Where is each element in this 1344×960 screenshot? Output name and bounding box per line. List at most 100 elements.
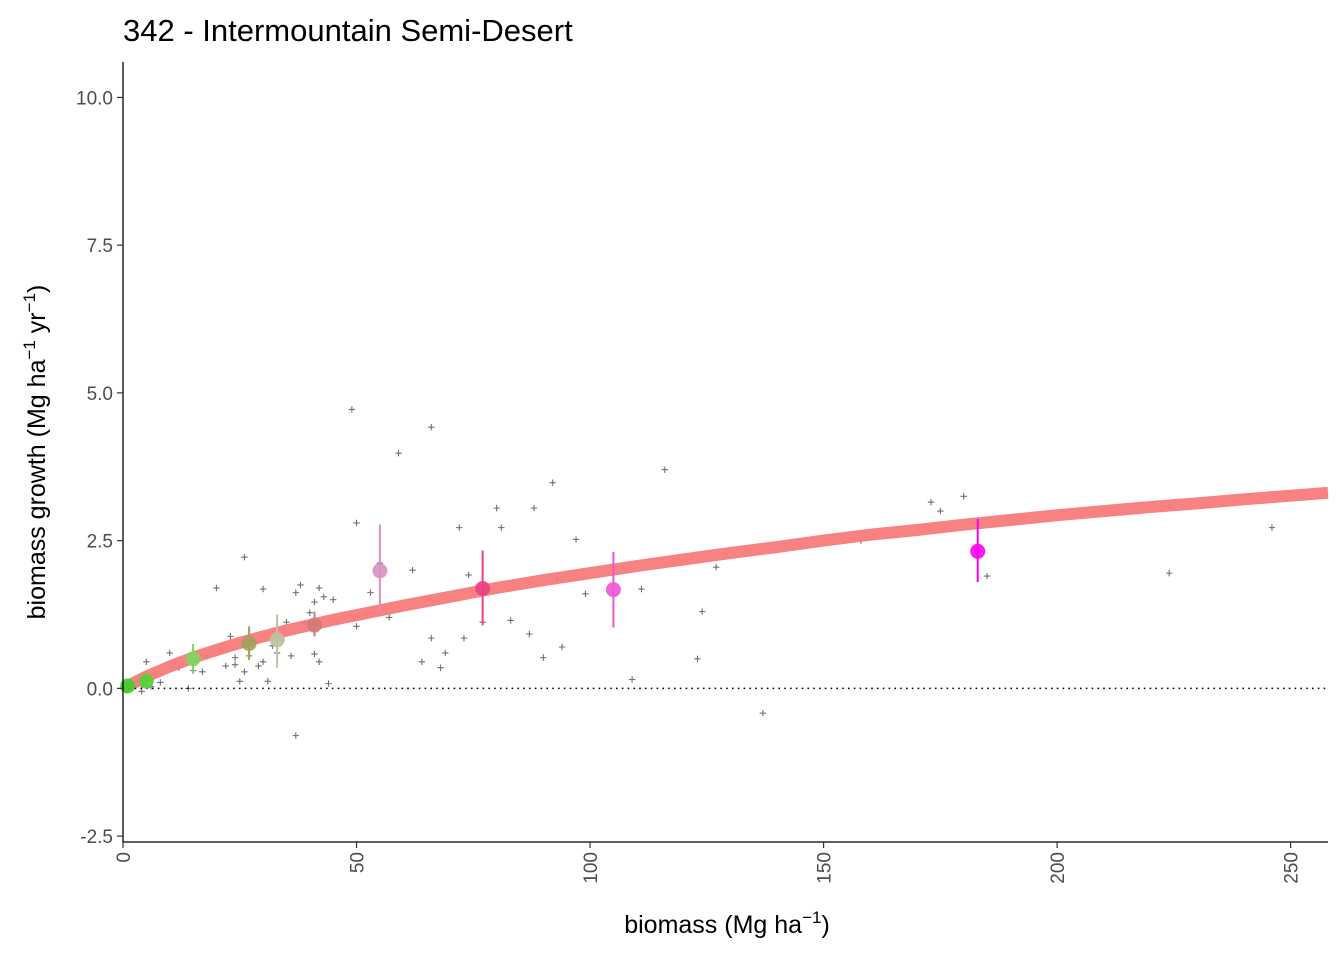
raw-point (638, 585, 645, 593)
raw-point (213, 584, 220, 592)
fit-curve (120, 486, 1329, 694)
x-tick-label: 150 (815, 852, 836, 884)
raw-point (661, 466, 668, 473)
y-axis-title-close: ) (23, 285, 51, 293)
raw-point (460, 634, 468, 642)
raw-point (241, 668, 248, 676)
y-axis-title-superscript-1: −1 (20, 340, 39, 359)
binned-mean-point (605, 551, 621, 628)
binned-mean-point (241, 626, 257, 660)
raw-point (493, 504, 500, 512)
x-tick-label: 250 (1282, 852, 1303, 884)
raw-point (315, 658, 323, 665)
raw-point (1166, 569, 1173, 577)
y-tick-label: 10.0 (76, 88, 113, 109)
mean-marker (241, 635, 257, 651)
x-tick-label: 200 (1048, 852, 1069, 884)
x-tick-label: 50 (348, 852, 369, 873)
mean-marker (269, 632, 285, 648)
mean-marker (185, 651, 201, 667)
y-axis-title-superscript-2: −1 (20, 293, 39, 312)
raw-point (983, 572, 991, 580)
x-axis-title-close: ) (821, 911, 829, 939)
mean-marker (372, 563, 388, 579)
raw-point (628, 676, 636, 683)
y-axis-ticks: -2.5 0.0 2.5 5.0 7.5 10.0 (76, 88, 123, 848)
raw-point (292, 589, 300, 596)
x-tick-label: 100 (581, 852, 602, 884)
x-axis-ticks: 0 50 100 150 200 250 (114, 842, 1303, 884)
raw-point (287, 652, 295, 660)
raw-point (465, 571, 472, 579)
binned-mean-point (970, 518, 986, 582)
raw-point (231, 654, 239, 661)
raw-point (311, 598, 318, 606)
binned-mean-point (185, 644, 201, 672)
y-axis-title-main: biomass growth (Mg ha (23, 359, 51, 619)
raw-point (306, 609, 314, 616)
raw-point (409, 566, 416, 574)
raw-point (428, 423, 435, 431)
raw-point (264, 678, 271, 685)
raw-point (558, 643, 566, 651)
raw-point (315, 584, 323, 592)
raw-point (231, 661, 239, 668)
raw-point (236, 678, 243, 685)
raw-point (348, 406, 356, 413)
raw-point (199, 668, 206, 676)
raw-point (353, 519, 360, 527)
binned-mean-point (372, 524, 388, 612)
y-tick-label: -2.5 (80, 827, 113, 848)
mean-marker (306, 617, 322, 633)
mean-marker (605, 582, 621, 598)
x-axis-title-superscript: −1 (802, 908, 821, 927)
y-tick-label: 5.0 (87, 384, 113, 405)
binned-mean-point (475, 550, 491, 626)
raw-point (759, 709, 767, 717)
binned-mean-point (269, 614, 285, 668)
raw-point (1268, 524, 1276, 531)
raw-point (442, 649, 449, 657)
raw-point (437, 664, 444, 671)
raw-point (325, 680, 332, 687)
raw-point (353, 623, 360, 630)
x-axis-title: biomass (Mg ha−1) (624, 908, 830, 939)
raw-point (530, 504, 538, 512)
raw-point (960, 493, 967, 500)
binned-means-layer (120, 518, 986, 694)
raw-point (143, 658, 150, 665)
raw-point (259, 585, 267, 593)
raw-point (572, 536, 580, 543)
raw-point (698, 608, 706, 615)
x-tick-label: 0 (114, 852, 135, 863)
raw-point (582, 590, 589, 598)
raw-point (292, 732, 300, 739)
raw-point (255, 662, 262, 670)
y-axis-title-mid: yr (23, 312, 51, 340)
raw-point (549, 479, 556, 486)
raw-point (386, 614, 393, 621)
mean-marker (120, 678, 136, 694)
raw-point (927, 499, 935, 506)
y-tick-label: 2.5 (87, 532, 113, 553)
raw-point (283, 618, 290, 626)
raw-point (138, 688, 145, 695)
y-tick-label: 7.5 (87, 236, 113, 257)
y-axis-title: biomass growth (Mg ha−1 yr−1) (20, 285, 51, 620)
binned-mean-point (306, 611, 322, 637)
chart-title: 342 - Intermountain Semi-Desert (123, 13, 573, 48)
raw-point (937, 507, 944, 515)
raw-point (418, 658, 426, 665)
raw-point (694, 655, 701, 663)
raw-point (456, 524, 463, 531)
binned-mean-point (138, 673, 154, 689)
raw-point (540, 654, 547, 661)
raw-point (222, 662, 229, 670)
raw-point (320, 593, 328, 600)
raw-point (526, 630, 533, 638)
raw-point (367, 589, 374, 596)
raw-point (498, 524, 505, 531)
y-tick-label: 0.0 (87, 679, 113, 700)
raw-point (712, 564, 720, 571)
